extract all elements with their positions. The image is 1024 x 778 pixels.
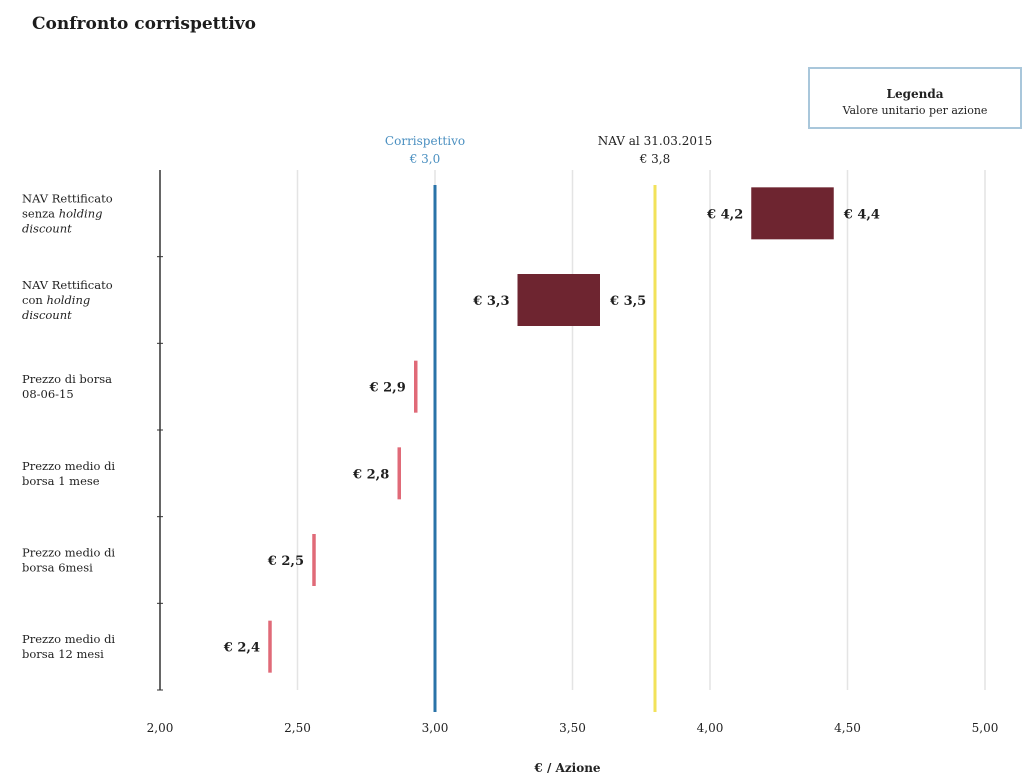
category-label: Prezzo medio di — [22, 546, 115, 560]
chart-legend: Legenda Valore unitario per azione — [808, 67, 1022, 129]
category-label: borsa 12 mesi — [22, 647, 104, 661]
value-label: € 2,8 — [352, 467, 389, 482]
x-tick-label: 4,50 — [834, 721, 861, 735]
reference-line-name: NAV al 31.03.2015 — [598, 134, 713, 148]
range-high-label: € 3,5 — [609, 294, 646, 309]
x-tick-label: 4,00 — [697, 721, 724, 735]
category-label: Prezzo medio di — [22, 632, 115, 646]
x-tick-label: 2,00 — [147, 721, 174, 735]
category-label: Prezzo di borsa — [22, 372, 112, 386]
x-tick-label: 3,50 — [559, 721, 586, 735]
x-tick-label: 2,50 — [284, 721, 311, 735]
legend-title: Legenda — [886, 87, 944, 101]
range-bar — [751, 187, 834, 240]
x-tick-label: 3,00 — [422, 721, 449, 735]
page-title: Confronto corrispettivo — [32, 14, 257, 34]
reference-line-value: € 3,0 — [409, 152, 441, 166]
range-bar — [517, 274, 600, 326]
reference-line-value: € 3,8 — [639, 152, 671, 166]
x-axis-title: € / Azione — [533, 761, 601, 775]
category-label: borsa 6mesi — [22, 561, 93, 575]
category-label: Prezzo medio di — [22, 459, 115, 473]
category-label: borsa 1 mese — [22, 474, 100, 488]
reference-line-name: Corrispettivo — [385, 134, 465, 148]
range-low-label: € 4,2 — [706, 207, 743, 222]
category-label: discount — [22, 221, 72, 235]
category-label: discount — [22, 308, 72, 322]
category-label: 08-06-15 — [22, 387, 74, 401]
value-label: € 2,4 — [223, 641, 260, 656]
x-tick-label: 5,00 — [972, 721, 999, 735]
value-label: € 2,9 — [369, 381, 406, 396]
range-low-label: € 3,3 — [472, 294, 509, 309]
category-label: NAV Rettificato — [22, 278, 113, 292]
category-label: con holding — [22, 293, 90, 307]
value-label: € 2,5 — [267, 554, 304, 569]
legend-subtitle: Valore unitario per azione — [842, 104, 988, 117]
range-high-label: € 4,4 — [843, 207, 880, 222]
category-label: NAV Rettificato — [22, 191, 113, 205]
category-label: senza holding — [22, 206, 103, 220]
